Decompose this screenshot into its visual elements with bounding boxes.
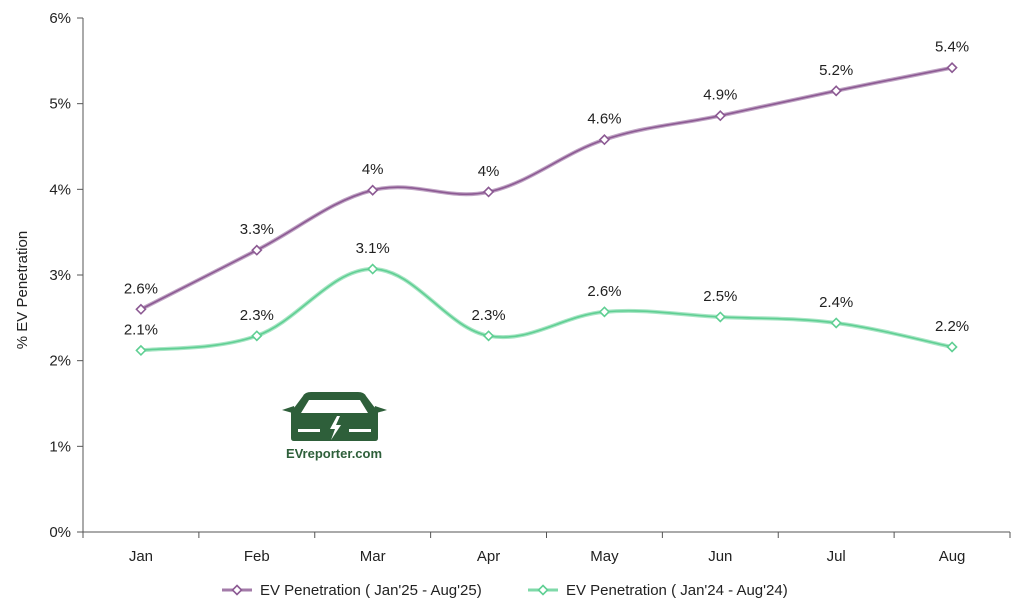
data-point-marker [482,186,495,198]
series-markers [135,62,958,357]
series-lines [140,65,953,353]
y-tick-label: 1% [49,438,71,455]
data-point-marker [830,85,842,97]
x-tick-label: Jul [827,548,846,565]
y-axis-label: % EV Penetration [14,231,31,349]
y-tick-label: 2% [49,353,71,370]
data-point-marker [830,317,842,329]
y-tick-label: 3% [49,267,71,284]
data-label: 2.6% [587,283,621,300]
data-point-marker [598,134,611,146]
data-point-marker [946,62,958,74]
data-point-marker [367,184,379,196]
data-point-marker [482,330,495,342]
data-label: 3.3% [240,221,274,238]
data-label: 4% [362,161,384,178]
data-label: 3.1% [356,240,390,257]
y-tick-labels: 0% 1% 2% 3% 4% 5% 6% [49,10,71,541]
legend-marker-1 [231,584,243,596]
data-label: 5.2% [819,62,853,79]
data-label: 4.9% [703,87,737,104]
x-tick-label: Apr [477,548,500,565]
data-point-marker [946,341,958,353]
data-label: 2.1% [124,321,158,338]
series-line-halo [140,65,953,312]
legend-marker-2 [537,584,549,596]
legend-label-2: EV Penetration ( Jan'24 - Aug'24) [566,582,788,599]
x-tick-labels: Jan Feb Mar Apr May Jun Jul Aug [129,548,966,565]
y-tick-label: 0% [49,524,71,541]
x-tick-label: Feb [244,548,270,565]
ev-car-logo-icon [282,392,387,441]
data-label: 2.5% [703,288,737,305]
data-label: 2.6% [124,280,158,297]
data-point-marker [598,306,611,318]
x-tick-label: Mar [360,548,386,565]
data-point-marker [135,303,147,315]
data-label: 2.3% [240,307,274,324]
legend-label-1: EV Penetration ( Jan'25 - Aug'25) [260,582,482,599]
axes [77,17,1011,538]
data-point-marker [135,344,147,357]
data-point-marker [251,330,263,342]
series-line-1 [140,66,953,310]
evreporter-watermark: EVreporter.com [282,392,387,461]
data-label: 2.4% [819,294,853,311]
data-point-marker [251,244,263,256]
legend: EV Penetration ( Jan'25 - Aug'25) EV Pene… [222,582,788,599]
x-tick-label: Aug [939,548,966,565]
series-line-2 [140,268,953,352]
data-label: 2.3% [471,307,505,324]
x-tick-label: Jan [129,548,153,565]
data-label: 4% [478,163,500,180]
data-point-marker [714,311,726,323]
data-labels: 2.6% 3.3% 4% 4% 4.6% 4.9% 5.2% 5.4% 2.1% 2.3% 3.1%… [124,39,969,339]
y-tick-label: 5% [49,96,71,113]
data-label: 4.6% [587,111,621,128]
x-tick-label: May [590,548,619,565]
data-point-marker [714,110,726,122]
data-point-marker [367,263,379,275]
data-label: 2.2% [935,318,969,335]
y-tick-label: 6% [49,10,71,27]
x-tick-label: Jun [708,548,732,565]
watermark-text: EVreporter.com [286,446,382,461]
data-label: 5.4% [935,39,969,56]
y-tick-label: 4% [49,181,71,198]
